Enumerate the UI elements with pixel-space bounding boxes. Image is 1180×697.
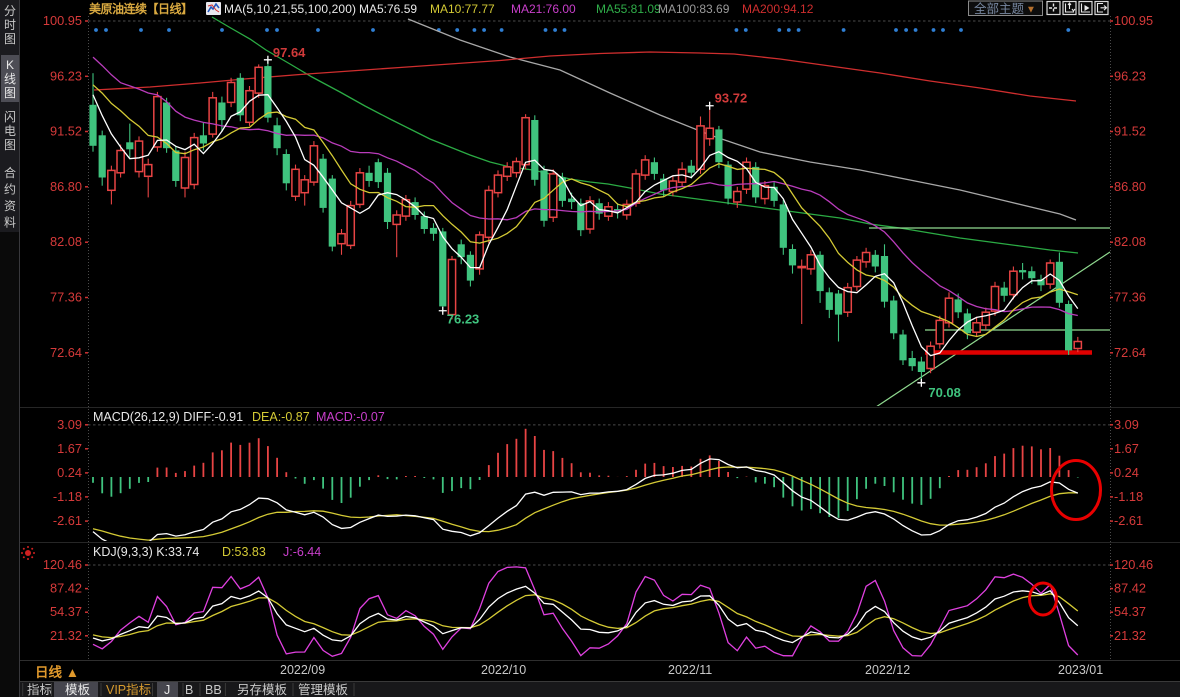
svg-text:54.37: 54.37	[1114, 604, 1146, 619]
svg-text:MA200:94.12: MA200:94.12	[742, 2, 814, 16]
svg-text:3.09: 3.09	[57, 417, 82, 432]
svg-text:图: 图	[4, 138, 16, 152]
svg-text:100.95: 100.95	[43, 13, 82, 28]
svg-text:91.52: 91.52	[1114, 124, 1146, 139]
svg-text:MA21:76.00: MA21:76.00	[511, 2, 576, 16]
svg-text:-2.61: -2.61	[1114, 513, 1143, 528]
svg-text:77.36: 77.36	[50, 289, 82, 304]
svg-text:97.64: 97.64	[273, 45, 306, 60]
svg-text:87.42: 87.42	[50, 581, 82, 596]
svg-text:时: 时	[4, 18, 16, 32]
svg-text:管理模板: 管理模板	[298, 682, 349, 697]
svg-text:-2.61: -2.61	[53, 513, 82, 528]
svg-text:MA55:81.09: MA55:81.09	[596, 2, 661, 16]
svg-text:96.23: 96.23	[1114, 68, 1146, 83]
svg-text:54.37: 54.37	[50, 604, 82, 619]
svg-text:72.64: 72.64	[1114, 345, 1146, 360]
svg-text:3.09: 3.09	[1114, 417, 1139, 432]
svg-text:0.24: 0.24	[57, 465, 82, 480]
svg-text:料: 料	[4, 216, 16, 230]
svg-text:K: K	[6, 58, 14, 72]
svg-text:82.08: 82.08	[50, 234, 82, 249]
svg-text:MACD(26,12,9) DIFF:-0.91: MACD(26,12,9) DIFF:-0.91	[93, 410, 243, 424]
svg-text:日线 ▲: 日线 ▲	[35, 664, 79, 680]
svg-text:另存模板: 另存模板	[237, 683, 288, 697]
svg-text:21.32: 21.32	[50, 628, 82, 643]
svg-text:美原油连续【日线】: 美原油连续【日线】	[89, 1, 193, 16]
svg-text:分: 分	[4, 4, 16, 18]
svg-text:VIP指标: VIP指标	[106, 682, 151, 697]
svg-text:120.46: 120.46	[1114, 557, 1153, 572]
svg-text:82.08: 82.08	[1114, 234, 1146, 249]
svg-text:93.72: 93.72	[715, 91, 748, 106]
svg-text:B: B	[185, 683, 193, 697]
svg-text:86.80: 86.80	[1114, 179, 1146, 194]
svg-text:86.80: 86.80	[50, 179, 82, 194]
svg-text:闪: 闪	[4, 110, 16, 124]
svg-text:2022/12: 2022/12	[865, 663, 910, 677]
svg-text:线: 线	[4, 72, 16, 86]
svg-text:21.32: 21.32	[1114, 628, 1146, 643]
svg-text:资: 资	[4, 199, 16, 213]
svg-text:DEA:-0.87: DEA:-0.87	[252, 410, 310, 424]
svg-text:约: 约	[4, 182, 16, 197]
svg-text:87.42: 87.42	[1114, 581, 1146, 596]
svg-text:MA10:77.77: MA10:77.77	[430, 2, 495, 16]
svg-text:1.67: 1.67	[1114, 441, 1139, 456]
svg-text:91.52: 91.52	[50, 124, 82, 139]
svg-text:图: 图	[4, 32, 16, 46]
svg-text:J: J	[164, 683, 170, 697]
svg-text:2023/01: 2023/01	[1058, 663, 1103, 677]
svg-text:100.95: 100.95	[1114, 13, 1153, 28]
svg-text:▼: ▼	[1026, 5, 1036, 16]
svg-text:合: 合	[4, 165, 16, 180]
svg-text:MA100:83.69: MA100:83.69	[658, 2, 730, 16]
svg-text:72.64: 72.64	[50, 345, 82, 360]
svg-text:120.46: 120.46	[43, 557, 82, 572]
svg-text:电: 电	[4, 124, 16, 138]
svg-text:0.24: 0.24	[1114, 465, 1139, 480]
svg-text:76.23: 76.23	[447, 312, 480, 327]
svg-text:-1.18: -1.18	[53, 489, 82, 504]
svg-text:2022/11: 2022/11	[668, 663, 712, 677]
svg-text:77.36: 77.36	[1114, 289, 1146, 304]
svg-text:1.67: 1.67	[57, 441, 82, 456]
svg-text:2022/10: 2022/10	[481, 663, 526, 677]
svg-text:70.08: 70.08	[928, 385, 961, 400]
svg-text:MA(5,10,21,55,100,200): MA(5,10,21,55,100,200)	[224, 2, 356, 16]
svg-text:MA5:76.59: MA5:76.59	[359, 2, 417, 16]
svg-text:KDJ(9,3,3) K:33.74: KDJ(9,3,3) K:33.74	[93, 545, 199, 559]
svg-text:96.23: 96.23	[50, 68, 82, 83]
svg-text:指标: 指标	[27, 682, 52, 697]
svg-text:模板: 模板	[65, 683, 91, 697]
svg-text:全部主题: 全部主题	[974, 1, 1025, 16]
svg-text:MACD:-0.07: MACD:-0.07	[316, 410, 385, 424]
svg-text:D:53.83: D:53.83	[222, 545, 266, 559]
svg-text:J:-6.44: J:-6.44	[283, 545, 321, 559]
svg-text:2022/09: 2022/09	[280, 663, 325, 677]
svg-text:-1.18: -1.18	[1114, 489, 1143, 504]
svg-text:图: 图	[4, 86, 16, 100]
svg-text:BB: BB	[205, 683, 222, 697]
